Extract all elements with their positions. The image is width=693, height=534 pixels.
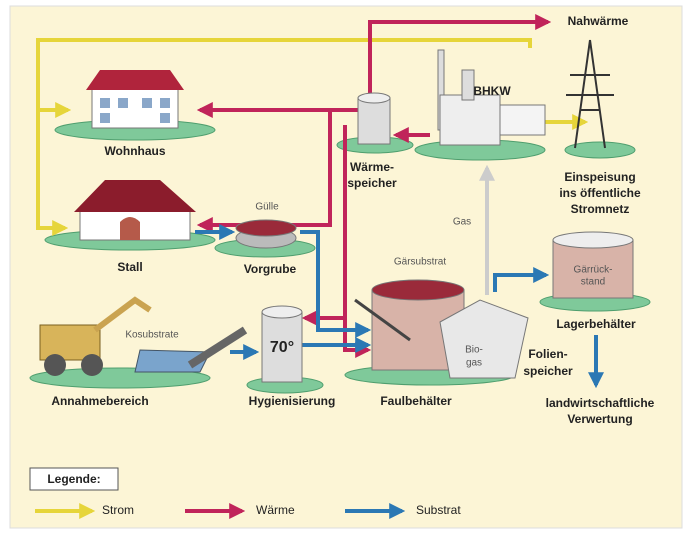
legend-item: Substrat [416,503,461,517]
label: Stall [117,260,142,274]
legend-item: Wärme [256,503,295,517]
label: Bio- [465,345,483,356]
label: Stromnetz [571,202,630,216]
label: landwirtschaftliche [546,396,655,410]
label: BHKW [473,84,511,98]
label: Kosubstrate [125,330,179,341]
label: ins öffentliche [559,186,641,200]
label: Annahmebereich [51,394,148,408]
label: Gärsubstrat [394,257,446,268]
label: Hygienisierung [249,394,336,408]
label: Wohnhaus [104,144,165,158]
legend: Legende: Strom Wärme Substrat [29,467,461,519]
legend-title: Legende: [47,472,100,486]
labels: Nahwärme BHKW Wohnhaus Wärme- speicher E… [51,14,654,426]
label: Gärrück- [574,265,613,276]
label: Lagerbehälter [556,317,636,331]
label: Vorgrube [244,262,297,276]
label: gas [466,358,482,369]
label: Faulbehälter [380,394,452,408]
label: Gas [453,217,471,228]
label: stand [581,277,605,288]
label: Einspeisung [564,170,635,184]
label: speicher [347,176,397,190]
legend-item: Strom [102,503,134,517]
label: speicher [523,364,573,378]
label: Gülle [255,202,279,213]
label: Wärme- [350,160,394,174]
label: Verwertung [567,412,632,426]
label: Nahwärme [568,14,629,28]
objects [39,39,634,383]
label: 70° [270,339,294,356]
label: Folien- [528,347,567,361]
